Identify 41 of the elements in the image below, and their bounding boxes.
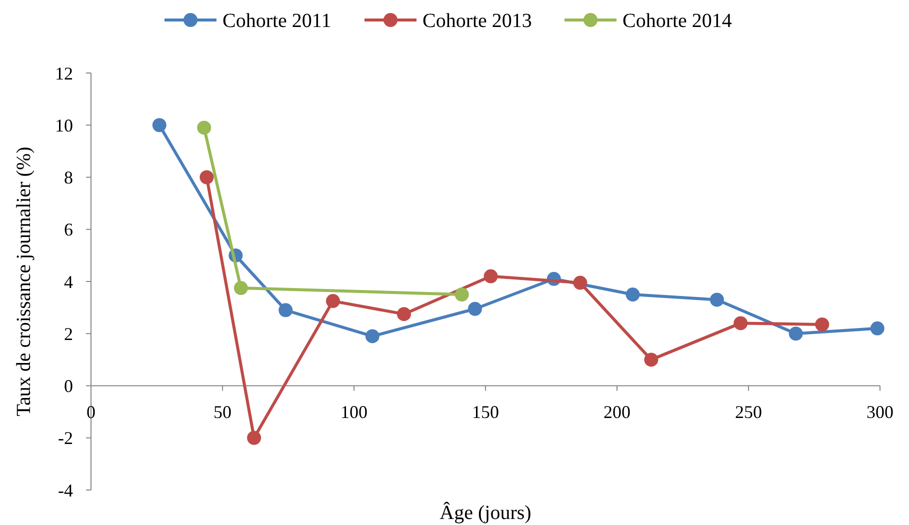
y-tick-label: 4 bbox=[64, 272, 73, 292]
x-tick-label: 0 bbox=[86, 402, 96, 422]
y-tick-label: 12 bbox=[55, 63, 73, 84]
point bbox=[870, 321, 884, 336]
point bbox=[815, 318, 830, 332]
y-tick-label: 0 bbox=[64, 376, 73, 396]
point bbox=[484, 269, 498, 284]
x-tick-label: 50 bbox=[214, 402, 232, 422]
x-tick-label: 250 bbox=[735, 402, 762, 422]
y-tick-label: 8 bbox=[64, 168, 73, 188]
legend-label: Cohorte 2013 bbox=[422, 10, 532, 32]
y-tick-label: 10 bbox=[55, 115, 73, 136]
point bbox=[454, 288, 469, 302]
point bbox=[365, 329, 380, 344]
point bbox=[247, 430, 262, 445]
x-tick-label: 300 bbox=[866, 402, 894, 422]
point bbox=[626, 288, 640, 302]
point bbox=[734, 316, 748, 330]
point bbox=[197, 120, 212, 135]
point bbox=[326, 294, 340, 308]
point bbox=[710, 292, 724, 307]
point bbox=[644, 352, 658, 367]
point bbox=[788, 326, 803, 341]
legend-label: Cohorte 2014 bbox=[622, 10, 732, 32]
y-tick-label: -4 bbox=[58, 480, 73, 500]
x-tick-label: 100 bbox=[340, 402, 368, 422]
legend-label: Cohorte 2011 bbox=[222, 10, 332, 32]
x-tick-label: 150 bbox=[472, 402, 499, 422]
point bbox=[234, 281, 248, 296]
point bbox=[200, 170, 214, 184]
point bbox=[278, 303, 293, 318]
x-tick-label: 200 bbox=[604, 402, 630, 422]
point bbox=[152, 118, 166, 132]
point bbox=[573, 276, 588, 290]
y-tick-label: 6 bbox=[64, 220, 73, 240]
y-tick-label: -2 bbox=[58, 428, 73, 448]
y-tick-label: 2 bbox=[64, 324, 73, 344]
y-axis-title: Taux de croissance journalier (%) bbox=[13, 146, 35, 416]
x-axis-title: Âge (jours) bbox=[440, 501, 532, 524]
point bbox=[396, 307, 411, 322]
point bbox=[468, 302, 482, 316]
